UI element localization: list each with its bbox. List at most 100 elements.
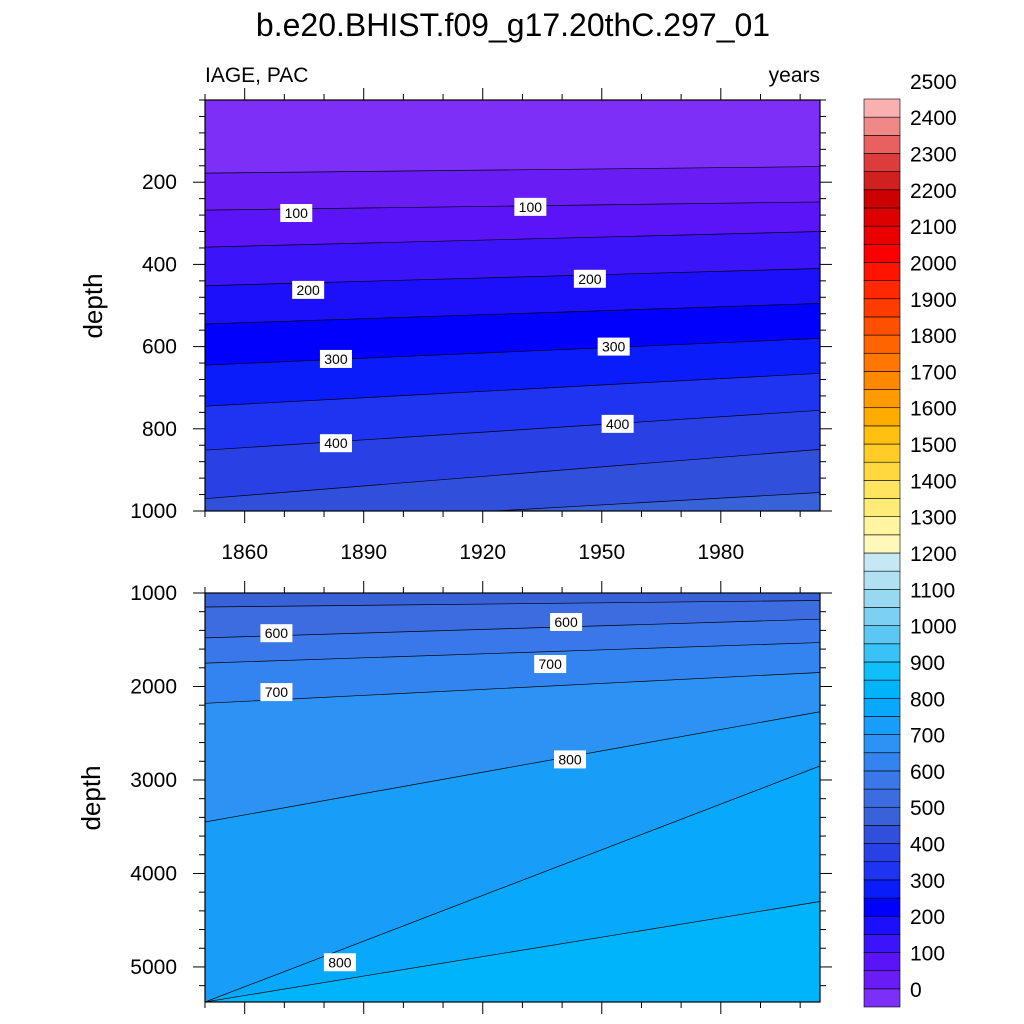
colorbar-label: 0	[910, 979, 922, 1002]
colorbar-box	[863, 952, 901, 971]
x-tick-label: 1860	[221, 541, 268, 564]
colorbar-box	[863, 98, 901, 118]
colorbar-box	[863, 806, 901, 826]
colorbar-box	[863, 153, 901, 172]
colorbar-box	[863, 425, 901, 445]
contour-label: 300	[319, 349, 352, 368]
y-tick-label: 200	[142, 171, 177, 194]
upper-axes: 1860 1890 1920 1950 1980 200 400 600 800 1000	[130, 88, 832, 564]
contour-label: 400	[319, 434, 352, 453]
upper-contour-labels: 100 100 200 200 300 300 400 400	[280, 197, 634, 453]
contour-line	[488, 492, 820, 511]
colorbar-box	[863, 316, 901, 336]
contour-line	[205, 231, 820, 248]
y-tick-label: 4000	[130, 862, 177, 885]
colorbar-box	[863, 135, 901, 154]
contour-band	[205, 449, 820, 511]
colorbar-label: 500	[910, 797, 945, 820]
svg-text:400: 400	[606, 416, 630, 432]
colorbar-box	[863, 988, 901, 1008]
svg-text:100: 100	[519, 199, 543, 215]
colorbar-box	[863, 280, 901, 300]
colorbar-label: 100	[910, 943, 945, 966]
colorbar-box	[863, 915, 901, 935]
svg-text:700: 700	[539, 656, 563, 672]
colorbar-box	[863, 661, 901, 681]
lower-plot-frame	[204, 592, 821, 1003]
colorbar-label: 1000	[910, 616, 957, 639]
colorbar-box	[863, 552, 901, 572]
svg-text:200: 200	[296, 282, 320, 298]
colorbar-box	[863, 570, 901, 590]
colorbar-box	[863, 243, 901, 263]
contour-label: 100	[514, 197, 547, 216]
colorbar-box	[863, 589, 901, 608]
colorbar-label: 300	[910, 870, 945, 893]
colorbar-label: 1800	[910, 325, 957, 348]
contour-label: 600	[260, 624, 293, 643]
colorbar-box	[863, 734, 901, 754]
x-tick-label: 1980	[697, 541, 744, 564]
upper-right-string: years	[769, 64, 820, 87]
contour-label: 400	[601, 414, 634, 433]
colorbar-label: 1500	[910, 434, 957, 457]
colorbar-box	[863, 334, 901, 354]
colorbar-label: 400	[910, 834, 945, 857]
lower-contour-fills	[205, 593, 820, 1002]
figure-title: b.e20.BHIST.f09_g17.20thC.297_01	[256, 7, 770, 43]
contour-line	[205, 303, 820, 325]
colorbar-box	[863, 262, 901, 281]
colorbar-box	[863, 516, 901, 536]
colorbar-box	[863, 861, 901, 881]
colorbar-label: 600	[910, 761, 945, 784]
contour-label: 200	[292, 280, 325, 299]
colorbar-label: 200	[910, 906, 945, 929]
svg-text:800: 800	[558, 751, 582, 767]
colorbar-box	[863, 407, 901, 427]
contour-line	[205, 765, 820, 1002]
contour-line	[205, 449, 820, 500]
lower-contour-labels: 600 600 700 700 800 800	[260, 612, 587, 972]
upper-contour-lines	[205, 166, 820, 511]
svg-text:600: 600	[554, 614, 578, 630]
colorbar: 0 100 200 300 400 500 600 700 800 900 1000 1100 1200…	[863, 71, 957, 1008]
y-tick-label: 800	[142, 418, 177, 441]
colorbar-box	[863, 371, 901, 390]
colorbar-label: 1300	[910, 507, 957, 530]
colorbar-box	[863, 788, 901, 808]
colorbar-label: 2000	[910, 252, 957, 275]
colorbar-box	[863, 697, 901, 717]
contour-line	[205, 600, 820, 608]
colorbar-box	[863, 171, 901, 191]
contour-label: 300	[597, 337, 630, 356]
colorbar-box	[863, 770, 901, 790]
colorbar-label: 1100	[910, 579, 955, 602]
colorbar-box	[863, 970, 901, 990]
colorbar-label: 1700	[910, 361, 957, 384]
colorbar-box	[863, 607, 901, 626]
upper-left-string: IAGE, PAC	[205, 64, 308, 87]
colorbar-box	[863, 879, 901, 899]
lower-contour-lines	[205, 600, 820, 1002]
colorbar-box	[863, 189, 901, 209]
contour-line	[205, 711, 820, 823]
colorbar-box	[863, 116, 901, 136]
x-tick-label: 1890	[340, 541, 387, 564]
x-tick-label: 1920	[459, 541, 506, 564]
svg-text:300: 300	[602, 339, 626, 355]
contour-line	[205, 409, 820, 451]
colorbar-box	[863, 843, 901, 863]
upper-panel: IAGE, PAC years 100 100 200 200 300 300 400 400…	[78, 64, 832, 564]
svg-text:600: 600	[265, 625, 289, 641]
contour-line	[205, 372, 820, 407]
contour-label: 700	[534, 655, 567, 674]
colorbar-label: 2500	[910, 71, 957, 94]
contour-label: 800	[323, 953, 356, 972]
contour-label: 700	[260, 683, 293, 702]
colorbar-box	[863, 643, 901, 663]
colorbar-box	[863, 534, 901, 554]
colorbar-box	[863, 934, 901, 953]
y-tick-label: 400	[142, 253, 177, 276]
colorbar-label: 2400	[910, 107, 957, 130]
colorbar-box	[863, 389, 901, 409]
